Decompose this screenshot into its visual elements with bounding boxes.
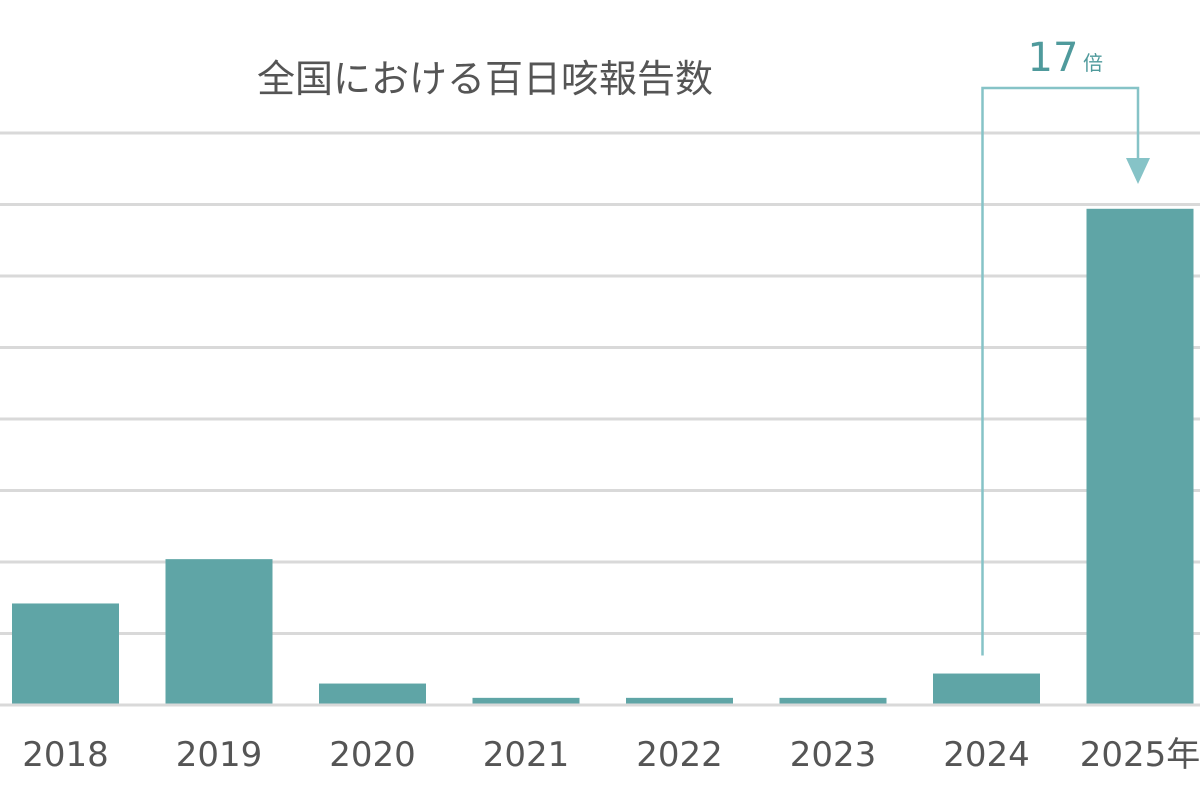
x-tick-label: 2025年 xyxy=(1080,735,1200,775)
x-tick-label: 2024 xyxy=(943,735,1030,775)
x-tick-label: 2019 xyxy=(176,735,263,775)
annotation-arrowhead xyxy=(1126,158,1150,184)
gridlines xyxy=(0,131,1200,635)
annotation-unit: 倍 xyxy=(1083,51,1103,75)
annotation-arrow-line xyxy=(981,86,1140,656)
bars xyxy=(12,208,1194,706)
bar-2020 xyxy=(319,683,426,705)
x-tick-label: 2018 xyxy=(22,735,109,775)
bar-2019 xyxy=(165,559,273,705)
bar-2024 xyxy=(933,673,1040,705)
x-tick-label: 2022 xyxy=(636,735,723,775)
x-tick-label: 2020 xyxy=(329,735,416,775)
annotation-value: 17 xyxy=(1028,35,1079,81)
bar-2021 xyxy=(472,697,580,705)
bar-2022 xyxy=(626,697,733,705)
x-tick-label: 2021 xyxy=(483,735,570,775)
chart-title: 全国における百日咳報告数 xyxy=(257,57,713,101)
bar-2025年 xyxy=(1086,208,1194,706)
bar-2023 xyxy=(779,697,887,705)
ratio-annotation: 17 倍 xyxy=(981,35,1150,656)
x-tick-labels: 2018 2019 2020 2021 2022 2023 2024 2025年 xyxy=(22,735,1200,775)
x-tick-label: 2023 xyxy=(790,735,877,775)
bar-2018 xyxy=(12,603,119,705)
